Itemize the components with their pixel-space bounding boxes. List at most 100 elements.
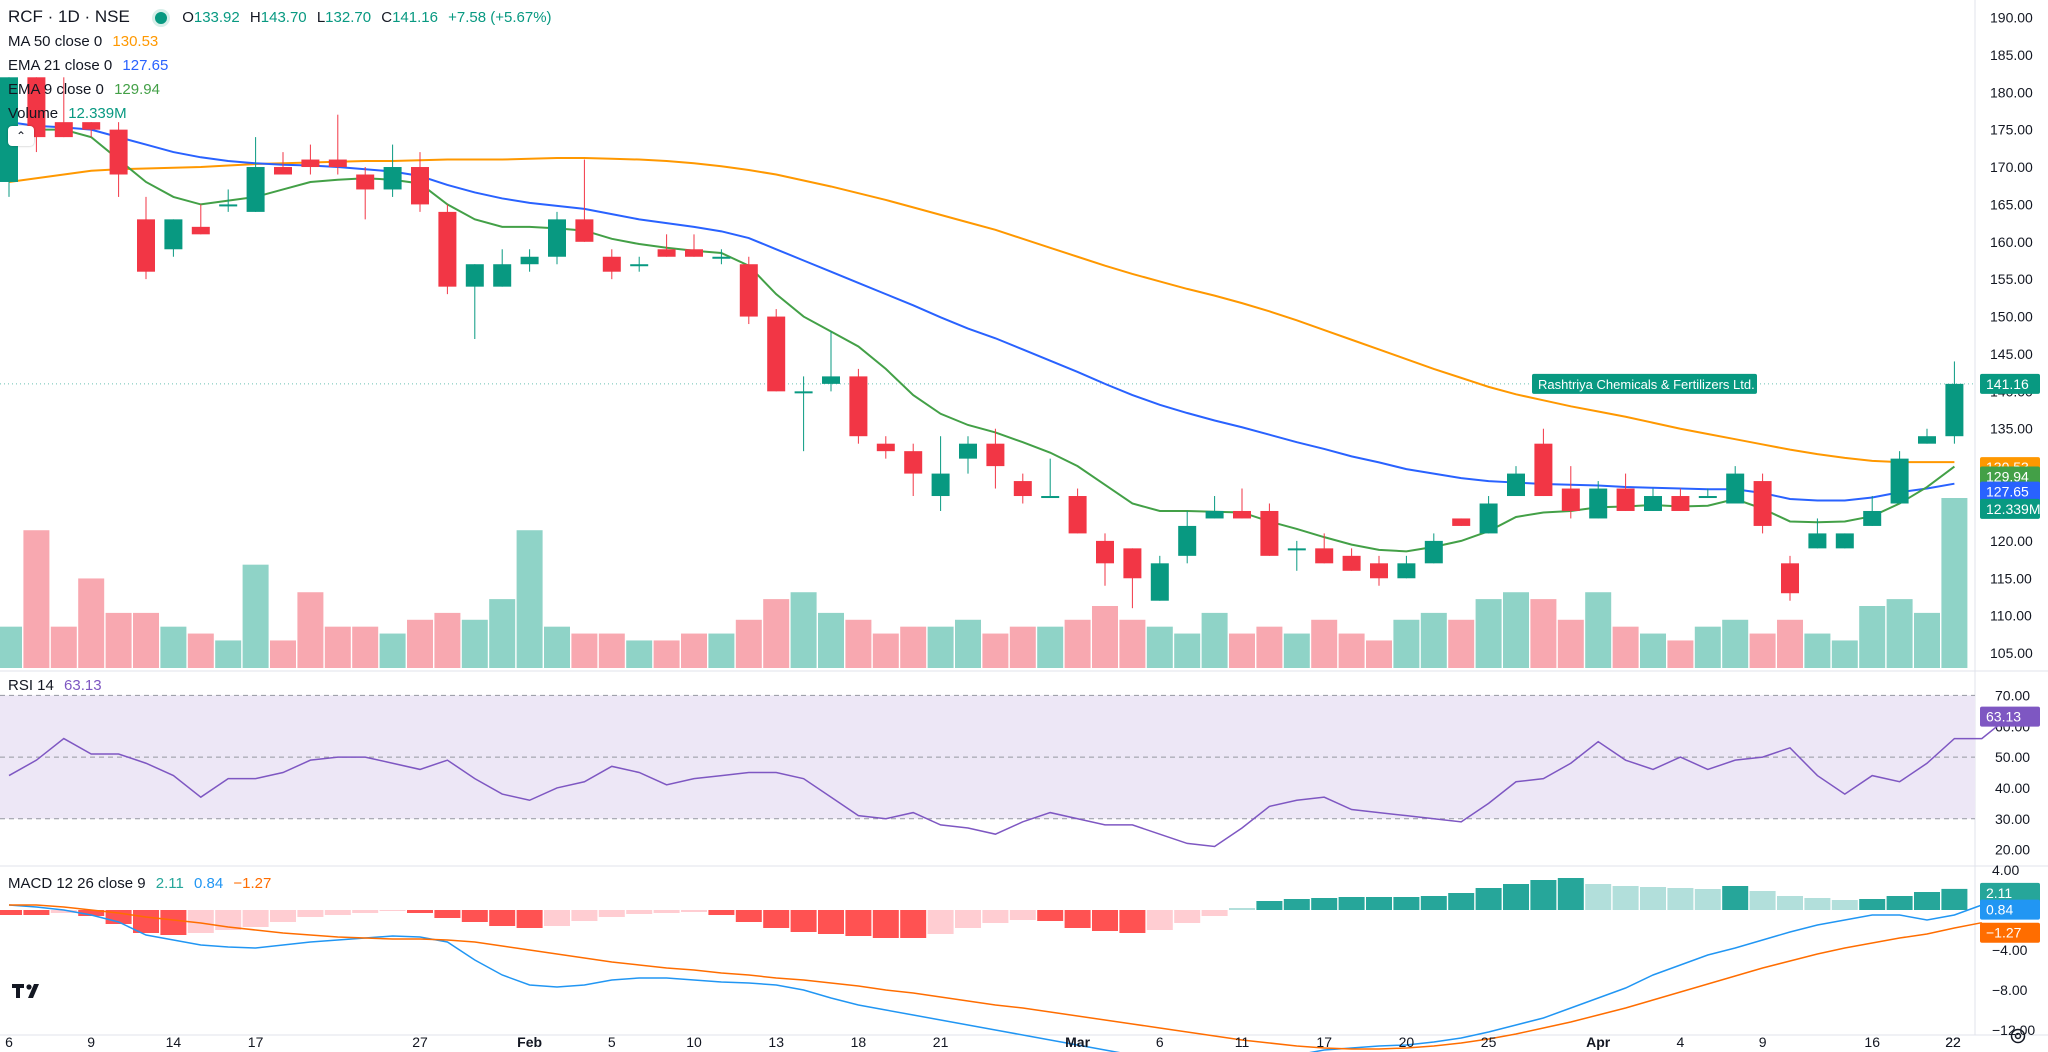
volume-bar — [1064, 619, 1091, 668]
volume-bar — [1503, 592, 1529, 668]
legend-ema21-row[interactable]: EMA 21 close 0 127.65 — [8, 57, 174, 74]
price-axis-tick: 135.00 — [1990, 421, 2033, 437]
legend-change: +7.58 (+5.67%) — [448, 9, 552, 26]
legend-symbol-row: RCF · 1D · NSE O133.92 H143.70 L132.70 C… — [8, 7, 558, 28]
time-axis-tick: 17 — [1316, 1034, 1332, 1050]
volume-bar — [982, 633, 1009, 668]
rsi-axis-tick: 30.00 — [1995, 811, 2030, 827]
macd-histogram-bar — [598, 910, 625, 917]
legend-high: 143.70 — [260, 9, 307, 26]
macd-histogram-bar — [681, 910, 707, 912]
macd-histogram-bar — [1859, 899, 1886, 910]
legend-rsi-row[interactable]: RSI 14 63.13 — [8, 677, 108, 694]
candle-body — [465, 264, 484, 287]
candle-body — [493, 264, 512, 287]
candle-body — [657, 249, 676, 257]
candle-body — [602, 256, 621, 272]
signal-badge-text: 0.84 — [1986, 902, 2013, 918]
volume-bar — [681, 633, 707, 668]
tradingview-logo-icon[interactable] — [12, 980, 46, 1004]
volume-bar — [653, 640, 680, 668]
ema9-badge — [1980, 466, 2040, 487]
macd-histogram-bar — [1393, 897, 1420, 910]
volume-bar — [1859, 606, 1886, 668]
volume-bar — [50, 626, 77, 668]
macd-histogram-bar — [133, 910, 159, 933]
ema21-line — [8, 121, 1955, 502]
candle-body — [54, 122, 73, 138]
candle-body — [712, 256, 731, 259]
macd-histogram-bar — [489, 910, 516, 926]
legend-ema9-row[interactable]: EMA 9 close 0 129.94 — [8, 81, 166, 98]
macd-histogram-bar — [927, 910, 954, 934]
macd-histogram-bar — [434, 910, 461, 918]
collapse-legend-button[interactable]: ⌃ — [8, 126, 34, 146]
price-axis-tick: 145.00 — [1990, 346, 2033, 362]
macd-histogram-bar — [270, 910, 296, 922]
legend-macd-label: MACD 12 26 close 9 — [8, 875, 146, 892]
ma50-line — [8, 157, 1955, 464]
volume-bar — [352, 626, 379, 668]
legend-macd-row[interactable]: MACD 12 26 close 9 2.11 0.84 −1.27 — [8, 875, 277, 892]
macd-histogram-bar — [626, 910, 653, 914]
legend-ma50-label: MA 50 close 0 — [8, 33, 103, 50]
candle-body — [1424, 540, 1443, 564]
macd-histogram-bar — [78, 910, 105, 916]
candle-body — [109, 129, 128, 175]
candle-body — [931, 473, 950, 497]
volume-bar — [1475, 599, 1502, 668]
macd-histogram-bar — [1640, 887, 1666, 910]
legend-symbol[interactable]: RCF · 1D · NSE — [8, 7, 130, 26]
candle-body — [1945, 383, 1964, 437]
price-axis-tick: 180.00 — [1990, 84, 2033, 100]
candle-body — [685, 249, 703, 257]
hist-badge-text: −1.27 — [1986, 925, 2022, 941]
volume-bar — [845, 619, 872, 668]
candle-body — [219, 204, 238, 207]
candle-body — [1561, 488, 1580, 511]
volume-bar — [626, 640, 653, 668]
legend-volume-row[interactable]: Volume 12.339M — [8, 105, 133, 122]
candle-body — [1890, 458, 1909, 504]
volume-bar — [1229, 633, 1255, 668]
macd-histogram-bar — [1420, 896, 1447, 910]
macd-histogram-bar — [955, 910, 981, 928]
macd-histogram-bar — [735, 910, 762, 922]
candle-body — [1507, 473, 1525, 497]
candle-body — [1315, 548, 1334, 564]
legend-ma50-row[interactable]: MA 50 close 0 130.53 — [8, 33, 164, 50]
legend-close: 141.16 — [392, 9, 438, 26]
gear-icon[interactable] — [2008, 1026, 2028, 1046]
candle-body — [1342, 555, 1361, 571]
candle-body — [328, 159, 347, 168]
legend-close-label: C — [381, 9, 393, 26]
volume-bar — [1338, 633, 1365, 668]
candle-body — [739, 264, 758, 317]
volume-bar — [324, 626, 351, 668]
volume-bar — [1037, 626, 1064, 668]
candle-body — [1753, 481, 1772, 526]
macd-histogram-bar — [571, 910, 598, 921]
volume-bar — [1886, 599, 1913, 668]
candle-body — [82, 122, 101, 130]
candle-body — [1616, 488, 1635, 511]
macd-badge — [1980, 882, 2040, 903]
macd-histogram-bar — [1064, 910, 1091, 928]
legend-volume-label: Volume — [8, 105, 59, 122]
volume-bar — [1119, 619, 1146, 668]
candle-body — [383, 167, 402, 190]
legend-hist-value: −1.27 — [233, 875, 272, 892]
candle-body — [767, 316, 786, 392]
volume-bar — [735, 619, 762, 668]
candle-body — [438, 211, 457, 287]
volume-bar — [1146, 626, 1173, 668]
volume-bar — [1941, 498, 1968, 668]
symbol-name-tag-text: Rashtriya Chemicals & Fertilizers Ltd. — [1538, 377, 1755, 392]
macd-histogram-bar — [1174, 910, 1201, 923]
candle-body — [548, 219, 566, 257]
macd-histogram-bar — [1256, 901, 1283, 910]
macd-histogram-bar — [23, 910, 50, 915]
candle-body — [520, 256, 539, 265]
volume-bar — [78, 578, 105, 668]
